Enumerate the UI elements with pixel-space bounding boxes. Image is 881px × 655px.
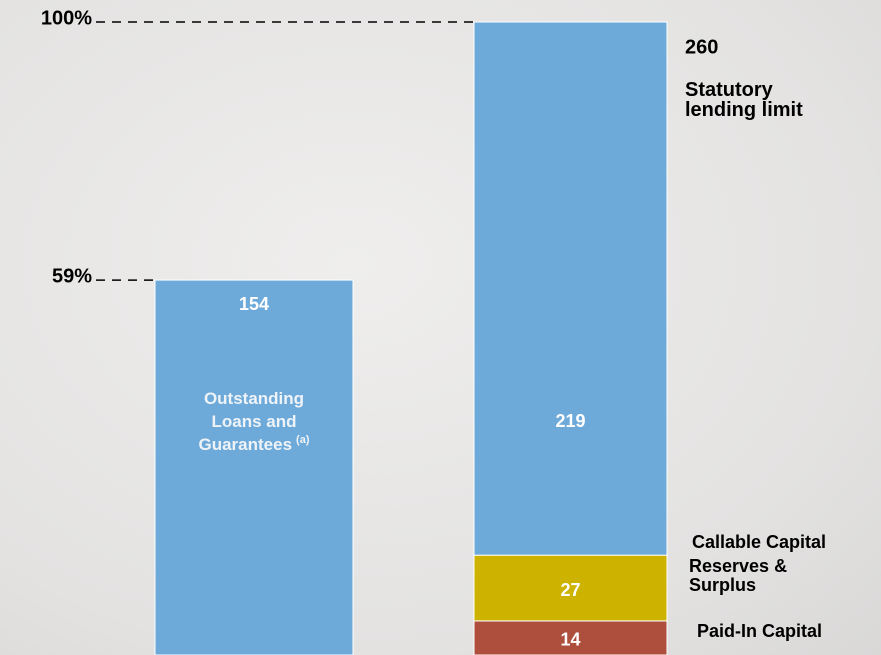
reference-label: 59%	[52, 265, 92, 287]
value-label: 14	[560, 630, 580, 650]
bar-segment	[473, 620, 668, 655]
superscript: (a)	[296, 434, 310, 446]
value-label: 154	[239, 294, 269, 314]
total-value: 260	[685, 36, 718, 58]
legend-label: Paid-In Capital	[697, 620, 823, 641]
legend-label: Reserves & Surplus	[689, 556, 788, 596]
reference-label: 100%	[41, 7, 92, 29]
series-label-line: Outstanding	[204, 389, 304, 408]
value-label: 27	[560, 580, 580, 600]
series-label-line: Loans and	[211, 412, 296, 431]
total-label: Statutory lending limit	[685, 79, 803, 121]
value-label: 219	[555, 411, 585, 431]
bar-segment	[473, 21, 668, 556]
series-label: Outstanding Loans and Guarantees (a)	[199, 389, 310, 454]
bar-segment	[154, 279, 354, 655]
series-label-line: Guarantees	[199, 435, 293, 454]
legend-label: Callable Capital	[692, 532, 827, 553]
